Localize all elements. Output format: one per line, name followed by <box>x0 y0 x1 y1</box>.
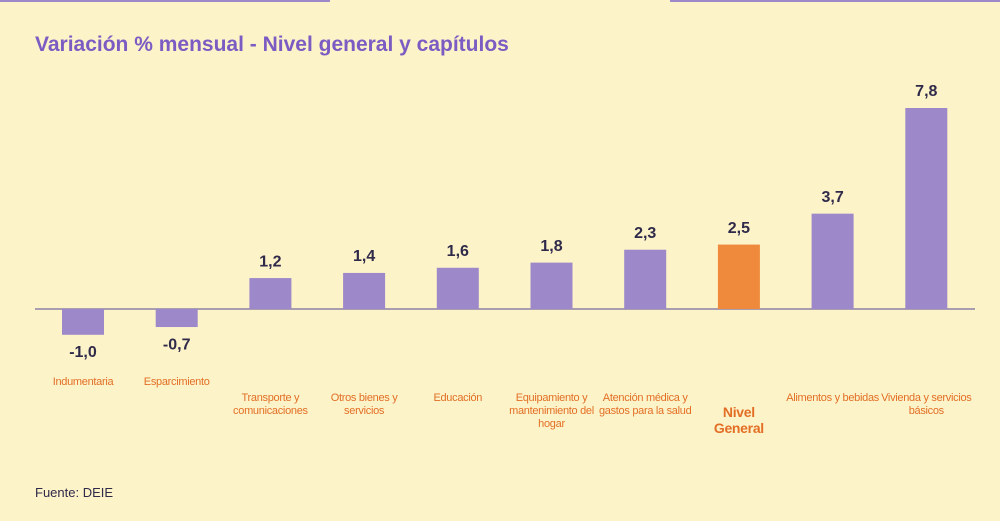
value-label: 1,4 <box>353 248 375 265</box>
bar <box>249 278 292 309</box>
value-label: -0,7 <box>163 336 191 353</box>
bar <box>811 213 854 309</box>
bar <box>905 108 948 309</box>
bar <box>343 272 386 309</box>
chart-title: Variación % mensual - Nivel general y ca… <box>35 33 509 56</box>
value-label: 1,6 <box>447 243 469 260</box>
category-label: Equipamiento y mantenimiento del hogar <box>509 392 594 430</box>
bar <box>436 267 479 309</box>
value-label: 1,2 <box>259 253 281 270</box>
category-label: Esparcimiento <box>143 376 210 388</box>
category-label: Nivel General <box>713 404 764 436</box>
category-label: Educación <box>433 392 483 404</box>
value-label: 3,7 <box>821 189 843 206</box>
category-label: Transporte y comunicaciones <box>233 392 308 417</box>
bar <box>62 309 104 335</box>
bar <box>717 244 760 309</box>
value-label: 2,5 <box>728 220 750 237</box>
category-label: Otros bienes y servicios <box>330 392 398 417</box>
value-label: 7,8 <box>915 83 937 100</box>
category-label: Indumentaria <box>52 376 114 388</box>
source-note: Fuente: DEIE <box>35 485 114 500</box>
category-label: Alimentos y bebidas <box>786 392 879 404</box>
value-label: -1,0 <box>69 344 97 361</box>
bar <box>624 249 667 309</box>
bar <box>530 262 573 309</box>
value-label: 1,8 <box>540 238 562 255</box>
value-label: 2,3 <box>634 225 656 242</box>
bar <box>155 309 198 328</box>
category-label: Vivienda y servicios básicos <box>881 392 972 417</box>
category-label: Atención médica y gastos para la salud <box>598 392 692 417</box>
